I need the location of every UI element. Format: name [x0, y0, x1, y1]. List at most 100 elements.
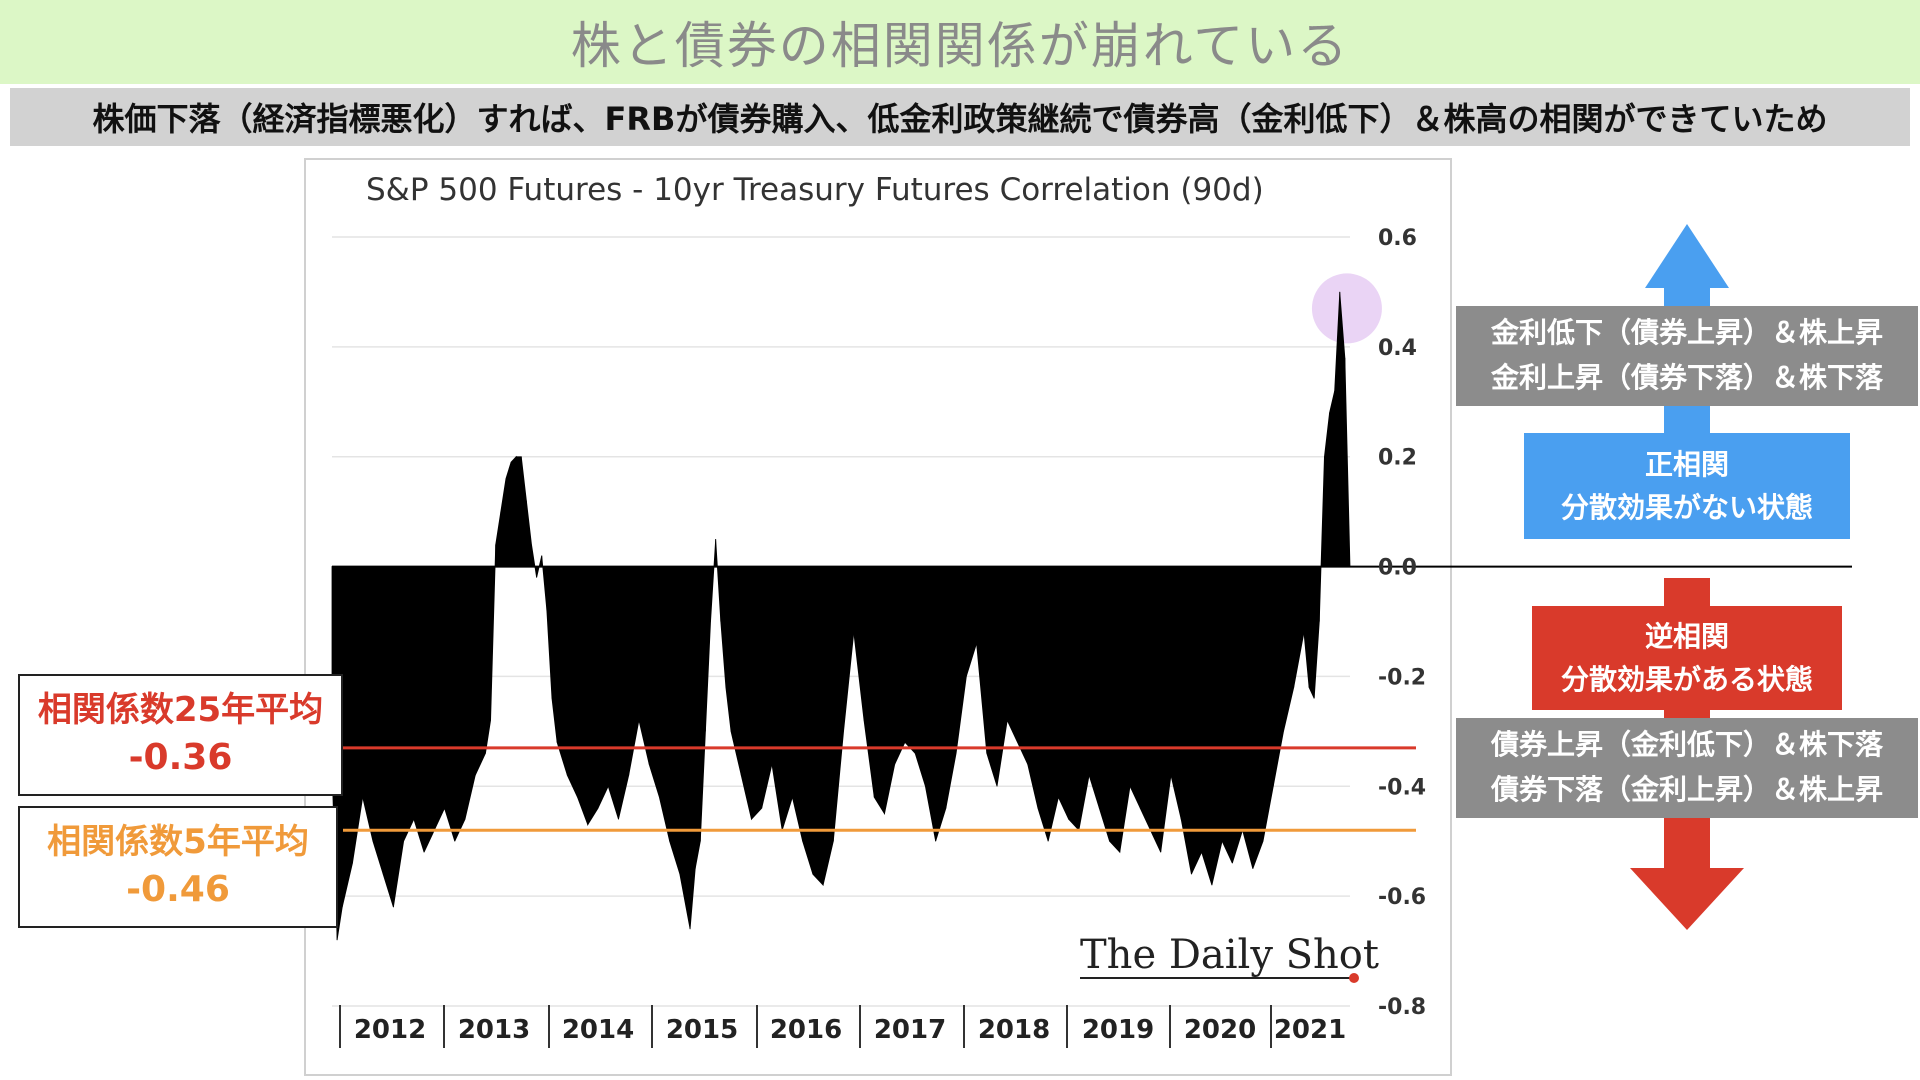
correlation-bar: [863, 566, 875, 798]
correlation-bar: [725, 566, 732, 732]
correlation-bar: [541, 555, 548, 611]
y-tick-label: -0.6: [1378, 885, 1426, 910]
correlation-bar: [792, 566, 804, 842]
correlation-bar: [551, 566, 558, 743]
y-tick-labels: 0.6 0.4 0.2 0.0 -0.2 -0.4 -0.6 -0.8: [1378, 226, 1426, 1020]
correlation-bar: [372, 566, 384, 875]
correlation-bar: [715, 539, 722, 622]
correlation-bar: [884, 566, 896, 814]
chart-title: S&P 500 Futures - 10yr Treasury Futures …: [366, 172, 1264, 208]
correlation-bar: [587, 566, 599, 827]
x-tick-label: 2017: [874, 1015, 946, 1045]
negative-line-1: 債券上昇（金利低下）＆株下落: [1490, 728, 1883, 762]
correlation-bar: [955, 566, 967, 754]
correlation-bar: [607, 566, 619, 820]
correlation-bar: [1098, 566, 1110, 842]
correlation-bar: [525, 500, 532, 567]
x-tick-label: 2013: [458, 1015, 530, 1045]
correlation-bar: [1283, 566, 1295, 732]
reference-lines: [343, 746, 1416, 832]
title-band: 株と債券の相関関係が崩れている: [0, 0, 1920, 84]
correlation-bar: [1252, 566, 1264, 869]
negative-sub: 分散効果がある状態: [1560, 663, 1813, 696]
correlation-bar: [485, 566, 491, 754]
correlation-bar: [520, 456, 527, 567]
x-tick-label: 2015: [666, 1015, 738, 1045]
correlation-bar: [1170, 566, 1182, 820]
x-tick-label: 2019: [1082, 1015, 1154, 1045]
y-tick-label: -0.8: [1378, 995, 1426, 1020]
correlation-bar: [699, 566, 706, 842]
correlation-bar: [781, 566, 793, 831]
correlation-bar: [751, 566, 763, 821]
axes: [332, 565, 1852, 1048]
correlation-bar: [433, 566, 445, 831]
correlation-bar: [464, 566, 476, 820]
correlation-bar: [1006, 566, 1018, 743]
correlation-bars: [331, 273, 1382, 941]
correlation-bar: [1303, 566, 1310, 688]
up-arrow-icon: [1645, 224, 1729, 288]
correlation-bar: [618, 566, 630, 820]
correlation-bar: [515, 456, 522, 567]
correlation-bar: [873, 566, 885, 816]
avg-25yr-label: 相関係数25年平均: [37, 689, 324, 730]
correlation-bar: [1313, 566, 1320, 699]
correlation-bar: [490, 544, 497, 721]
correlation-bar: [1324, 412, 1330, 567]
correlation-bar: [546, 566, 553, 699]
correlation-bar: [413, 566, 425, 853]
correlation-bar: [945, 566, 957, 809]
correlation-bar: [1272, 566, 1284, 787]
correlation-bar: [1037, 566, 1049, 842]
correlation-bar: [444, 566, 456, 842]
avg-5yr-box: 相関係数5年平均 -0.46: [18, 806, 338, 928]
y-tick-label: -0.2: [1378, 665, 1426, 690]
subtitle-band: 株価下落（経済指標悪化）すれば、FRBが債券購入、低金利政策継続で債券高（金利低…: [10, 88, 1910, 146]
correlation-bar: [566, 566, 578, 798]
correlation-bar: [1139, 566, 1151, 831]
correlation-bar: [904, 566, 916, 755]
correlation-bar: [556, 566, 568, 776]
correlation-bar: [648, 566, 660, 798]
positive-sub: 分散効果がない状態: [1560, 491, 1813, 524]
correlation-bar: [894, 566, 906, 765]
correlation-bar: [996, 566, 1008, 787]
correlation-bar: [1119, 566, 1131, 853]
correlation-bar: [628, 566, 640, 776]
x-tick-label: 2021: [1274, 1015, 1346, 1045]
down-arrow-icon: [1630, 868, 1744, 930]
correlation-bar: [1191, 566, 1203, 875]
correlation-bar: [474, 566, 486, 776]
correlation-bar: [1129, 566, 1141, 809]
correlation-bar: [730, 566, 742, 776]
correlation-bar: [1150, 566, 1162, 853]
watermark-dot: [1349, 973, 1359, 983]
avg-25yr-box: 相関係数25年平均 -0.36: [18, 674, 343, 796]
correlation-bar: [1180, 566, 1192, 875]
y-tick-label: 0.0: [1378, 556, 1417, 581]
correlation-bar: [1242, 566, 1254, 869]
correlation-bar: [669, 566, 681, 875]
correlation-bar: [500, 478, 507, 567]
x-tick-label: 2018: [978, 1015, 1050, 1045]
page-subtitle: 株価下落（経済指標悪化）すれば、FRBが債券購入、低金利政策継続で債券高（金利低…: [92, 100, 1828, 138]
correlation-bar: [832, 566, 844, 842]
correlation-bar: [914, 566, 926, 787]
x-tick-label: 2016: [770, 1015, 842, 1045]
correlation-bar: [531, 544, 538, 578]
correlation-bar: [510, 455, 517, 567]
correlation-bar: [341, 566, 353, 908]
correlation-bar: [352, 566, 364, 864]
correlation-bar: [740, 566, 752, 820]
correlation-bar: [1344, 357, 1351, 567]
correlation-bar: [382, 566, 394, 908]
negative-scenarios: 債券上昇（金利低下）＆株下落 債券下落（金利上昇）＆株上昇: [1456, 718, 1918, 818]
avg-25yr-value: -0.36: [128, 736, 233, 778]
correlation-bar: [843, 566, 855, 732]
positive-scenarios: 金利低下（債券上昇）＆株上昇 金利上昇（債券下落）＆株下落: [1456, 306, 1918, 406]
correlation-bar: [658, 566, 671, 842]
correlation-bar: [362, 566, 374, 842]
negative-correlation-label: 逆相関 分散効果がある状態: [1532, 606, 1842, 710]
correlation-bar: [694, 566, 701, 869]
